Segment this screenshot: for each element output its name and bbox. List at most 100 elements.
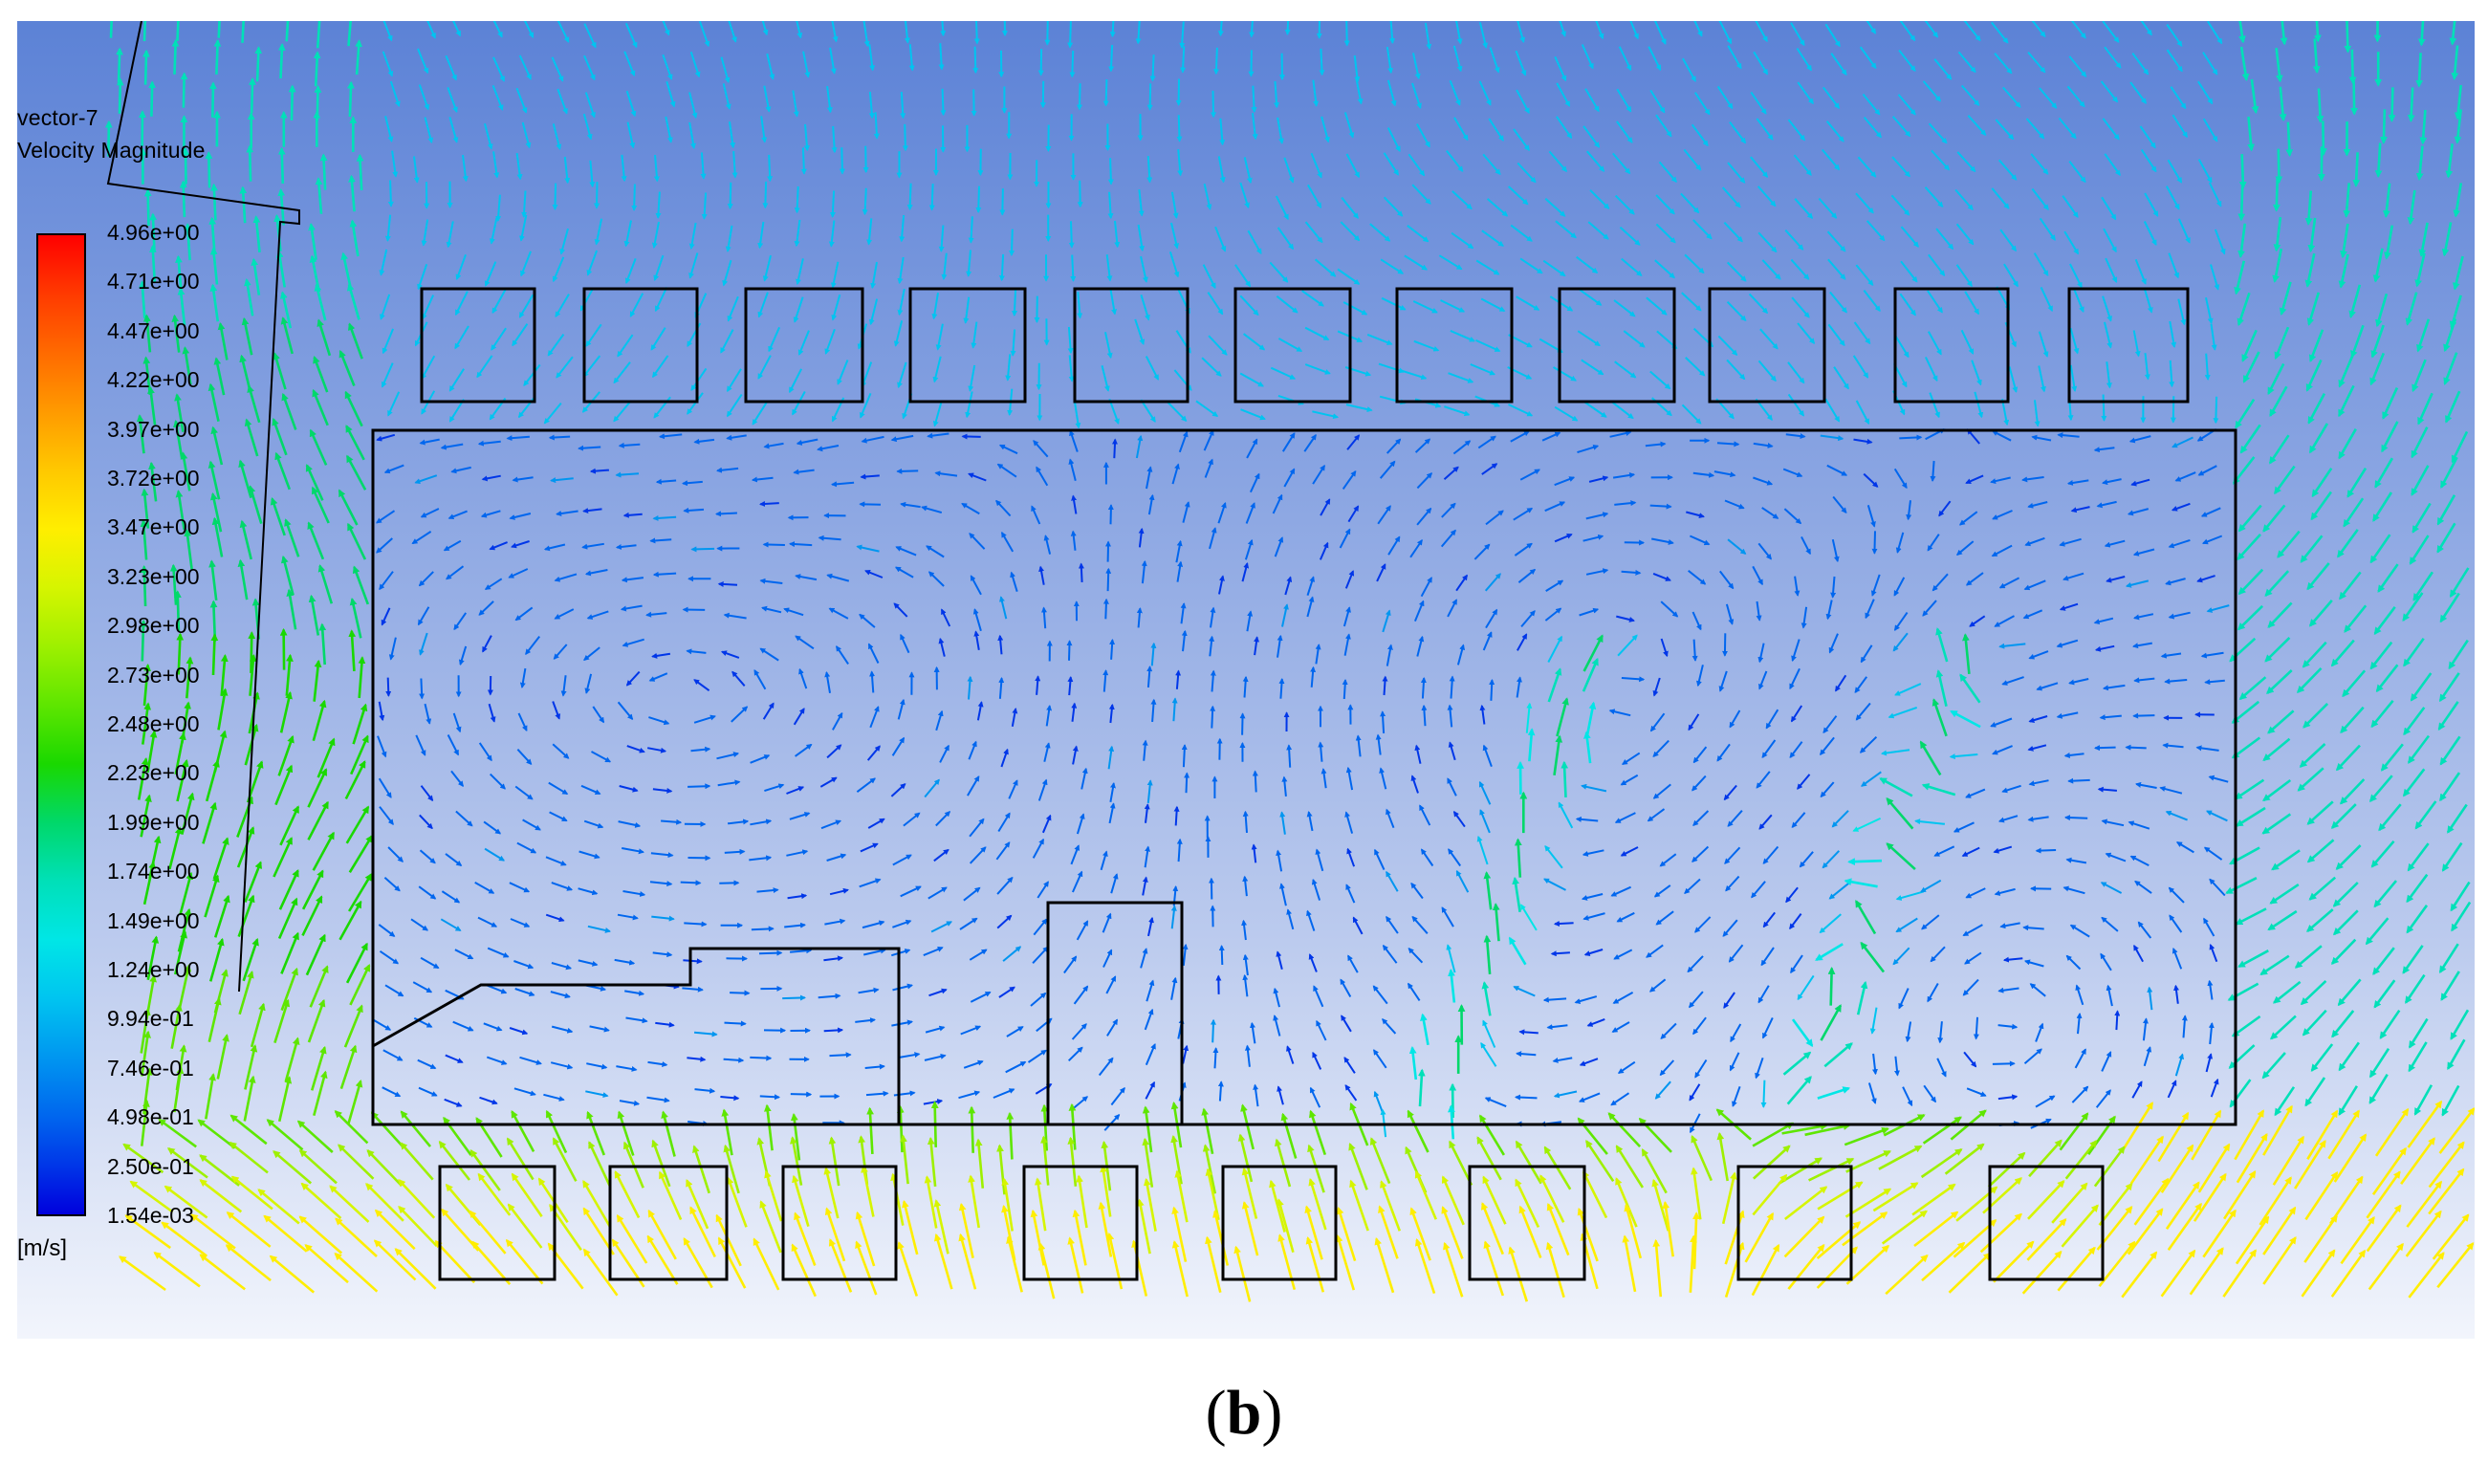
velocity-vector — [1617, 1060, 1636, 1075]
velocity-vector — [1515, 1178, 1540, 1228]
velocity-vector — [1997, 1094, 2019, 1101]
velocity-vector — [817, 445, 840, 452]
velocity-vector — [257, 1189, 300, 1225]
velocity-vector — [1319, 48, 1325, 76]
velocity-vector — [1922, 1116, 1962, 1145]
velocity-vector — [2205, 296, 2214, 324]
velocity-vector — [1345, 153, 1361, 179]
velocity-vector — [553, 644, 568, 660]
velocity-vector — [1252, 770, 1258, 793]
velocity-vector — [1037, 1242, 1056, 1299]
velocity-vector — [682, 480, 703, 487]
velocity-vector — [1732, 1085, 1741, 1107]
velocity-vector — [300, 1182, 342, 1220]
colorbar-tick-label: 2.48e+00 — [107, 711, 200, 736]
velocity-vector — [682, 986, 704, 993]
colorbar-tick-label: 2.23e+00 — [107, 760, 200, 786]
velocity-vector — [2166, 186, 2180, 210]
velocity-vector — [1825, 120, 1844, 142]
velocity-vector — [2436, 522, 2456, 554]
velocity-vector — [389, 80, 401, 108]
velocity-vector — [2209, 943, 2218, 963]
velocity-vector — [1684, 878, 1701, 895]
velocity-vector — [298, 1215, 343, 1255]
top-window — [1395, 287, 1514, 404]
velocity-vector — [869, 706, 880, 729]
velocity-vector — [1344, 1084, 1358, 1102]
velocity-vector — [274, 451, 292, 491]
velocity-vector — [1276, 849, 1283, 872]
velocity-vector — [1482, 744, 1493, 768]
velocity-vector — [2250, 78, 2259, 115]
velocity-vector — [550, 1061, 574, 1070]
velocity-vector — [1212, 1210, 1230, 1266]
velocity-vector — [2242, 351, 2260, 383]
velocity-vector — [1286, 1045, 1295, 1064]
velocity-vector — [1973, 1016, 1979, 1040]
velocity-vector — [452, 21, 462, 37]
velocity-vector — [1201, 1107, 1214, 1155]
velocity-vector — [1804, 1123, 1851, 1137]
velocity-vector — [1239, 295, 1259, 316]
velocity-vector — [1176, 560, 1184, 582]
velocity-vector — [1416, 507, 1432, 526]
velocity-vector — [1140, 295, 1150, 321]
velocity-vector — [1519, 904, 1538, 931]
velocity-vector — [1416, 635, 1425, 657]
velocity-vector — [1871, 531, 1878, 555]
velocity-vector — [930, 921, 952, 933]
velocity-vector — [511, 540, 530, 549]
velocity-vector — [516, 749, 533, 765]
velocity-vector — [1483, 1240, 1505, 1297]
velocity-vector — [1473, 543, 1491, 560]
velocity-vector — [384, 116, 394, 142]
velocity-vector — [2070, 21, 2086, 39]
velocity-vector — [447, 87, 458, 114]
velocity-vector — [2262, 778, 2292, 802]
velocity-vector — [578, 850, 600, 860]
velocity-vector — [2330, 938, 2357, 965]
velocity-vector — [1610, 1092, 1630, 1106]
velocity-vector — [1182, 501, 1190, 523]
velocity-vector — [2436, 494, 2456, 526]
velocity-vector — [2104, 321, 2113, 349]
velocity-vector — [1508, 1246, 1529, 1302]
velocity-vector — [1750, 91, 1767, 115]
velocity-vector — [482, 635, 492, 653]
velocity-vector — [1692, 1016, 1707, 1036]
velocity-vector — [1755, 21, 1768, 43]
velocity-vector — [701, 192, 708, 220]
velocity-vector — [2411, 426, 2429, 459]
velocity-vector — [700, 152, 707, 180]
velocity-vector — [1933, 845, 1955, 857]
velocity-vector — [1801, 535, 1811, 556]
velocity-vector — [759, 578, 783, 584]
velocity-vector — [2027, 501, 2048, 509]
velocity-vector — [308, 223, 317, 260]
velocity-vector — [1716, 743, 1731, 762]
velocity-vector — [582, 355, 601, 378]
velocity-vector — [484, 847, 506, 862]
velocity-vector — [585, 323, 602, 347]
velocity-vector — [1586, 150, 1605, 172]
velocity-vector — [614, 958, 636, 966]
velocity-vector — [1997, 159, 2018, 181]
velocity-vector — [1451, 231, 1474, 250]
velocity-vector — [1137, 224, 1146, 252]
velocity-vector — [828, 607, 849, 620]
velocity-vector — [549, 811, 568, 822]
velocity-vector — [2021, 476, 2044, 483]
velocity-vector — [1927, 290, 1943, 314]
velocity-vector — [1508, 936, 1527, 966]
velocity-vector — [1481, 463, 1498, 475]
velocity-vector — [687, 392, 704, 415]
velocity-vector — [662, 54, 673, 80]
velocity-vector — [2056, 639, 2079, 648]
velocity-vector — [334, 1110, 369, 1145]
cfd-viewport[interactable]: vector-7 Velocity Magnitude 4.96e+00 4.71… — [17, 21, 2475, 1339]
velocity-vector — [1146, 83, 1153, 111]
velocity-vector — [1979, 1212, 2022, 1254]
velocity-vector — [420, 956, 440, 970]
velocity-vector — [1923, 1084, 1937, 1103]
velocity-vector — [2057, 1246, 2096, 1292]
